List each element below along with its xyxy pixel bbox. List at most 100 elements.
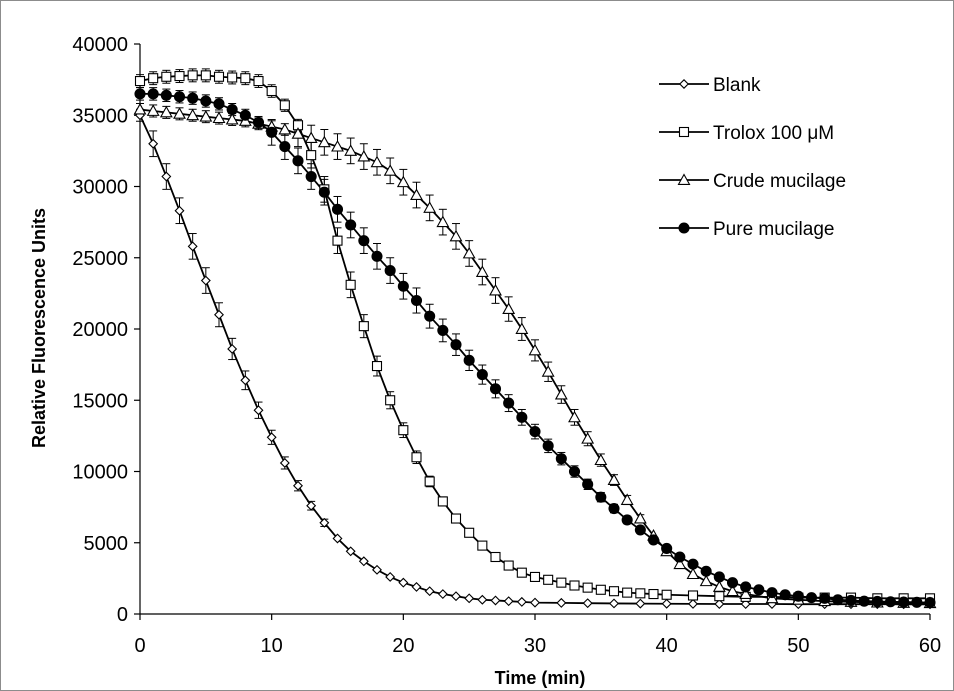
data-point	[253, 405, 264, 416]
data-point	[332, 235, 343, 246]
data-point	[635, 588, 646, 599]
data-point	[503, 560, 514, 571]
data-point	[437, 589, 448, 600]
data-point	[687, 590, 699, 601]
data-point	[464, 593, 475, 604]
data-point	[832, 594, 844, 606]
data-point	[159, 105, 173, 118]
data-point	[200, 95, 212, 107]
legend: Blank Trolox 100 μM Crude mucilage Pure muc…	[659, 75, 846, 240]
data-point	[924, 597, 936, 609]
data-point	[371, 250, 383, 262]
data-point	[385, 395, 396, 406]
data-point	[174, 71, 185, 82]
data-point	[450, 513, 462, 524]
y-tick-label: 5000	[84, 533, 129, 555]
data-point	[200, 70, 211, 81]
data-point	[305, 170, 317, 183]
data-point	[779, 589, 791, 601]
data-point	[331, 203, 344, 215]
y-tick-label: 25000	[72, 248, 128, 270]
legend-label: Crude mucilage	[713, 171, 846, 192]
data-point	[516, 567, 527, 578]
data-point	[621, 514, 633, 526]
data-point	[148, 73, 159, 84]
data-point	[227, 72, 238, 83]
data-point	[555, 453, 567, 465]
data-point	[489, 283, 502, 296]
y-tick-label: 30000	[72, 177, 128, 199]
data-point	[292, 155, 304, 167]
data-point	[291, 127, 305, 139]
axes	[134, 43, 931, 620]
data-point	[766, 587, 778, 599]
data-point	[792, 590, 804, 602]
data-point	[372, 564, 382, 575]
data-point	[556, 577, 567, 588]
data-point	[398, 577, 409, 588]
data-point	[819, 592, 831, 604]
x-tick-label: 50	[787, 635, 809, 657]
data-point	[148, 138, 159, 149]
legend-marker	[678, 126, 690, 138]
data-point	[266, 432, 277, 443]
data-point	[449, 229, 463, 242]
y-axis-title: Relative Fluorescence Units	[29, 208, 49, 448]
data-point	[845, 594, 857, 607]
data-point	[633, 511, 647, 524]
data-point	[187, 92, 199, 104]
data-point	[358, 321, 369, 332]
data-point	[529, 426, 541, 438]
data-point	[306, 150, 317, 161]
data-point	[423, 201, 437, 213]
data-point	[278, 122, 292, 135]
data-point	[740, 581, 752, 593]
data-point	[714, 591, 725, 602]
data-point	[200, 275, 211, 286]
data-point	[345, 279, 356, 290]
data-point	[542, 440, 554, 452]
data-point	[476, 369, 488, 381]
data-point	[607, 473, 621, 486]
data-point	[213, 98, 225, 110]
data-point	[582, 582, 593, 593]
data-point	[147, 88, 159, 100]
series-line-1	[139, 74, 930, 600]
data-point	[713, 571, 725, 583]
data-point	[146, 104, 160, 116]
data-point	[437, 496, 448, 507]
data-point	[174, 205, 185, 216]
data-point	[515, 322, 529, 334]
data-point	[490, 595, 501, 606]
data-point	[726, 577, 739, 589]
data-point	[581, 432, 595, 444]
data-point	[214, 309, 224, 320]
data-point	[450, 339, 462, 351]
data-point	[266, 126, 278, 138]
data-point	[700, 565, 712, 577]
data-point	[503, 397, 515, 409]
data-point	[805, 592, 818, 604]
data-point	[686, 567, 700, 580]
data-point	[225, 112, 239, 125]
legend-marker	[678, 222, 690, 234]
legend-marker	[679, 79, 689, 89]
data-point	[673, 557, 687, 570]
tick-labels: 0 5000 10000 15000 20000 25000 30000 35000 40000…	[72, 34, 941, 657]
data-point	[357, 149, 371, 162]
data-point	[477, 540, 488, 551]
data-point	[213, 71, 225, 82]
data-point	[687, 558, 699, 570]
data-point	[674, 551, 686, 563]
data-point	[331, 139, 344, 152]
data-point	[528, 343, 542, 356]
data-point	[398, 425, 409, 436]
data-point	[661, 589, 672, 600]
data-point	[187, 70, 198, 81]
data-point	[396, 175, 410, 188]
y-tick-label: 10000	[72, 462, 128, 484]
data-point	[595, 584, 606, 595]
data-point	[385, 571, 396, 582]
data-point	[134, 76, 146, 87]
